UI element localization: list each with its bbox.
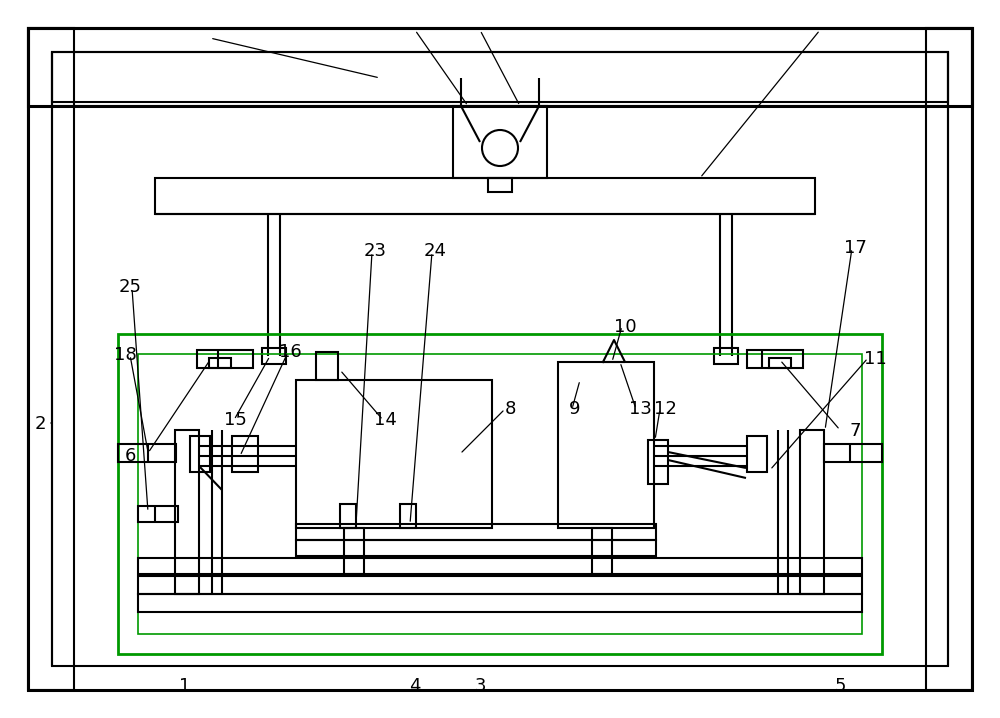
Bar	[800, 430, 824, 594]
Text: 14: 14	[374, 411, 396, 429]
Bar	[453, 106, 547, 178]
Text: 8: 8	[504, 400, 516, 419]
Bar	[648, 440, 668, 484]
Text: 6: 6	[124, 447, 136, 465]
Bar	[52, 52, 948, 102]
Bar	[155, 178, 815, 214]
Bar	[138, 594, 862, 612]
Bar	[769, 358, 791, 368]
Bar	[296, 524, 656, 540]
Bar	[747, 436, 767, 472]
Text: 2: 2	[34, 414, 46, 433]
Bar	[138, 576, 862, 594]
Bar	[400, 504, 416, 528]
Bar	[340, 504, 356, 528]
Bar	[296, 380, 492, 528]
Text: 13: 13	[629, 400, 651, 419]
Bar	[28, 28, 972, 106]
Bar	[175, 430, 199, 594]
Text: 23: 23	[364, 242, 386, 261]
Bar	[28, 28, 74, 690]
Text: 15: 15	[224, 411, 246, 429]
Bar	[824, 444, 882, 462]
Bar	[232, 436, 258, 472]
Text: 16: 16	[279, 342, 301, 361]
Bar	[296, 540, 656, 556]
Bar	[316, 352, 338, 380]
Bar	[558, 362, 654, 528]
Bar	[714, 348, 738, 364]
Text: 4: 4	[409, 676, 421, 695]
Text: 5: 5	[834, 676, 846, 695]
Bar	[747, 350, 803, 368]
Bar	[118, 444, 176, 462]
Text: 11: 11	[864, 350, 886, 368]
Bar	[138, 506, 178, 522]
Bar	[926, 28, 972, 690]
Bar	[209, 358, 231, 368]
Bar	[344, 528, 364, 574]
Bar	[118, 334, 882, 654]
Text: 7: 7	[849, 421, 861, 440]
Text: 10: 10	[614, 317, 636, 336]
Bar	[138, 558, 862, 574]
Text: 12: 12	[654, 400, 676, 419]
Bar	[592, 528, 612, 574]
Text: 17: 17	[844, 238, 866, 257]
Bar	[52, 52, 948, 666]
Text: 25: 25	[119, 278, 142, 297]
Text: 3: 3	[474, 676, 486, 695]
Bar	[138, 354, 862, 634]
Bar	[488, 178, 512, 192]
Text: 1: 1	[179, 676, 191, 695]
Text: 9: 9	[569, 400, 581, 419]
Bar	[197, 350, 253, 368]
Bar	[190, 436, 210, 472]
Text: 24: 24	[424, 242, 446, 261]
Text: 18: 18	[114, 346, 136, 365]
Bar	[262, 348, 286, 364]
